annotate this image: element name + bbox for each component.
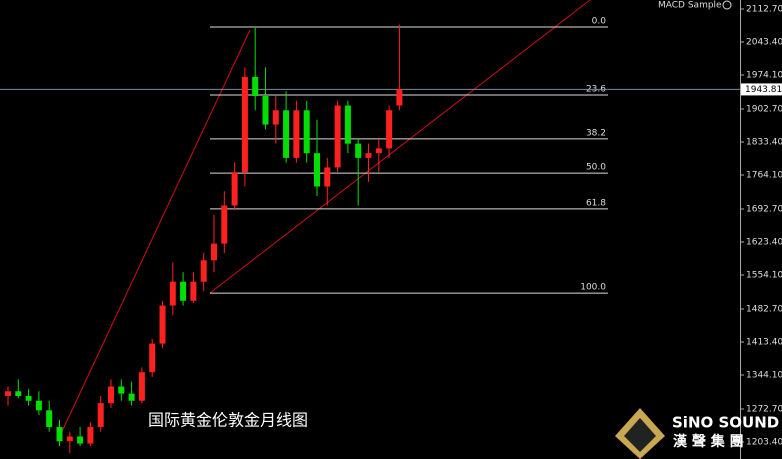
y-tick-label: 1413.40: [746, 338, 782, 348]
candle-body: [25, 396, 32, 401]
y-tick-label: 1482.70: [746, 305, 782, 315]
candle-body: [293, 110, 300, 158]
fib-label: 61.8: [586, 198, 606, 208]
y-tick-label: 2112.70: [746, 5, 782, 15]
candle-body: [355, 143, 362, 158]
y-tick-label: 1623.40: [746, 238, 782, 248]
y-tick-label: 1833.40: [746, 138, 782, 148]
candle-body: [149, 343, 156, 373]
candle-body: [262, 96, 269, 125]
candle-body: [324, 167, 331, 187]
candle-body: [46, 410, 53, 427]
y-tick-label: 1554.10: [746, 271, 782, 281]
candle-body: [344, 105, 351, 144]
logo-name: SiNO SOUND: [672, 414, 779, 432]
y-tick-label: 1974.10: [746, 71, 782, 81]
candle-body: [241, 76, 248, 173]
y-tick-label: 1344.10: [746, 371, 782, 381]
fib-label: 38.2: [586, 128, 606, 138]
y-tick-label: 1692.70: [746, 205, 782, 215]
y-tick-label: 1764.10: [746, 171, 782, 181]
candle-body: [159, 305, 166, 344]
candle-body: [138, 372, 145, 401]
indicator-icon: [722, 0, 732, 10]
candle-body: [396, 89, 403, 106]
y-tick-label: 1902.70: [746, 105, 782, 115]
y-tick-label: 1203.40: [746, 438, 782, 448]
logo-subtitle: 漢 聲 集 團: [673, 433, 744, 450]
chart-title: 国际黄金伦敦金月线图: [148, 411, 308, 430]
fib-label: 50.0: [586, 163, 606, 173]
current-price-label: 1943.81: [745, 85, 782, 95]
candle-body: [180, 281, 187, 301]
candle-body: [386, 110, 393, 149]
candle-body: [211, 243, 217, 261]
logo: SiNO SOUND 漢 聲 集 團: [615, 408, 779, 459]
candle-body: [97, 403, 104, 427]
y-tick-label: 2043.40: [746, 38, 782, 48]
candle-body: [303, 110, 310, 154]
candle-body: [77, 436, 84, 444]
candle-body: [231, 172, 238, 206]
candle-body: [118, 386, 125, 394]
indicator-label: MACD Sample: [658, 1, 722, 11]
candle-body: [190, 281, 197, 301]
y-tick-label: 1272.70: [746, 405, 782, 415]
candle-body: [15, 391, 22, 396]
candle-body: [375, 148, 382, 154]
candle-body: [283, 110, 290, 158]
current-price-box: [741, 83, 782, 96]
candle-body: [365, 153, 372, 158]
candle-body: [128, 393, 135, 401]
candle-body: [200, 260, 207, 282]
candle-body: [56, 426, 63, 442]
candle-body: [5, 391, 11, 396]
fib-label: 100.0: [580, 283, 606, 293]
candle-body: [66, 436, 73, 442]
candle-body: [334, 105, 341, 168]
trend-line: [57, 29, 251, 441]
fib-label: 0.0: [592, 16, 607, 26]
candle-body: [87, 426, 94, 444]
candle-body: [169, 281, 176, 306]
candle-body: [272, 110, 279, 125]
candle-body: [108, 386, 114, 404]
candle-body: [35, 400, 42, 411]
candle-body: [221, 205, 228, 244]
candle-body: [314, 153, 320, 187]
logo-mark: [624, 418, 656, 452]
trend-line: [209, 0, 591, 294]
candle-body: [252, 76, 259, 96]
